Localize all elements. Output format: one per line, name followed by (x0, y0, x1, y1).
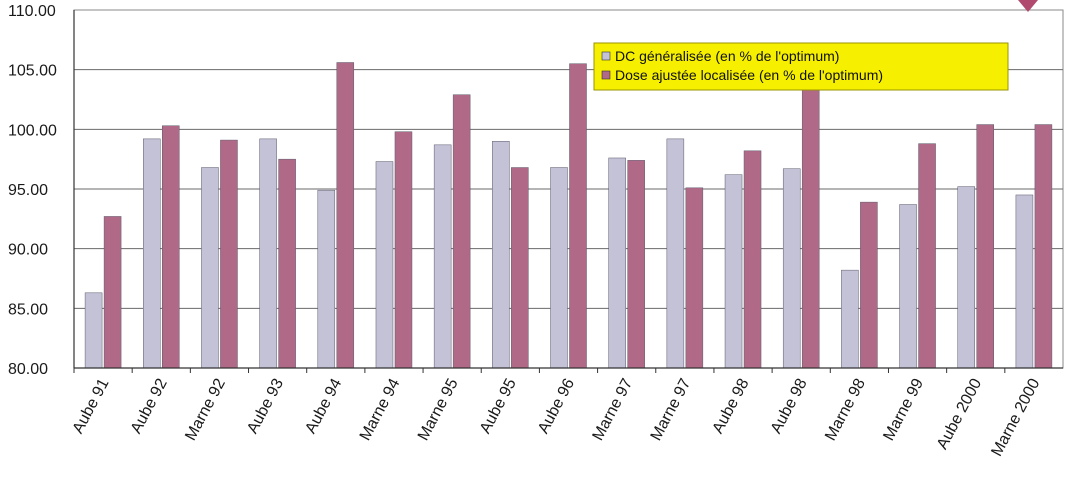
bar-dose-ajustee (336, 62, 355, 369)
bar-dc-generalisee (957, 186, 975, 369)
legend-label: Dose ajustée localisée (en % de l'optimu… (615, 67, 883, 83)
legend-label: DC généralisée (en % de l'optimum) (615, 48, 839, 64)
y-tick-label: 105.00 (8, 63, 57, 80)
bar-dose-ajustee (627, 160, 645, 369)
bar-dose-ajustee (162, 125, 180, 369)
bar-dose-ajustee (220, 139, 238, 369)
y-tick-label: 110.00 (8, 3, 56, 20)
bar-dose-ajustee (103, 216, 122, 369)
y-tick-label: 100.00 (8, 122, 57, 139)
decoration (1018, 0, 1038, 12)
y-axis: 80.00 85.00 90.00 95.00 100.00 105.00 110.00 (8, 3, 75, 378)
x-tick-label: Aube 92 (128, 376, 171, 437)
x-tick-label: Aube 93 (244, 376, 287, 437)
bar-dose-ajustee (278, 158, 296, 369)
bar-dose-ajustee (452, 94, 471, 369)
bar-dc-generalisee (259, 138, 277, 369)
bar-dose-ajustee (801, 82, 820, 369)
x-tick-label: Aube 98 (710, 376, 753, 437)
bar-dc-generalisee (1015, 194, 1034, 369)
bar-dc-generalisee (433, 144, 452, 369)
bar-dose-ajustee (394, 131, 413, 369)
y-tick-label: 90.00 (8, 242, 48, 259)
bar-dc-generalisee (550, 167, 568, 369)
bar-dose-ajustee (1034, 124, 1053, 369)
x-tick-label: Marne 92 (182, 376, 229, 444)
bar-dose-ajustee (685, 187, 704, 369)
x-tick-label: Aube 91 (70, 376, 113, 437)
x-tick-label: Marne 97 (589, 376, 636, 444)
bar-dose-ajustee (743, 150, 762, 369)
x-tick-label: Aube 2000 (934, 376, 985, 452)
x-tick-label: Aube 96 (535, 376, 578, 437)
bar-dose-ajustee (569, 63, 587, 369)
bars (84, 62, 1053, 369)
bar-dose-ajustee (976, 124, 994, 369)
bar-dc-generalisee (84, 292, 103, 369)
bar-dc-generalisee (201, 167, 219, 369)
bar-dc-generalisee (666, 138, 685, 369)
bar-dc-generalisee (492, 141, 510, 369)
x-tick-label: Aube 94 (302, 376, 345, 437)
bar-dc-generalisee (143, 138, 161, 369)
bar-dose-ajustee (511, 167, 529, 369)
bar-dose-ajustee (918, 143, 936, 369)
bar-dc-generalisee (841, 269, 859, 369)
corner-marker-icon (1018, 0, 1038, 12)
x-tick-label: Aube 95 (477, 376, 520, 437)
bar-dc-generalisee (782, 168, 801, 369)
bar-dc-generalisee (724, 174, 743, 369)
x-tick-label: Aube 98 (768, 376, 811, 437)
bar-dc-generalisee (317, 189, 336, 369)
x-tick-label: Marne 97 (648, 376, 695, 444)
bar-dose-ajustee (860, 201, 878, 369)
bar-dc-generalisee (899, 204, 917, 369)
x-axis: Aube 91 Aube 92 Marne 92 Aube 93 Aube 94 Marn… (70, 367, 1063, 459)
x-tick-label: Marne 99 (880, 376, 927, 444)
bar-dc-generalisee (375, 161, 394, 369)
bar-dc-generalisee (608, 157, 626, 369)
legend: DC généralisée (en % de l'optimum) Dose a… (593, 42, 1009, 91)
legend-box (593, 42, 1009, 91)
y-tick-label: 85.00 (8, 301, 48, 318)
x-tick-label: Marne 98 (822, 376, 869, 444)
y-tick-label: 95.00 (8, 182, 48, 199)
y-tick-label: 80.00 (8, 361, 48, 378)
x-tick-label: Marne 2000 (988, 376, 1043, 459)
x-tick-label: Marne 94 (357, 376, 404, 444)
x-tick-label: Marne 95 (415, 376, 462, 444)
legend-swatch (601, 70, 611, 80)
legend-swatch (601, 51, 611, 61)
